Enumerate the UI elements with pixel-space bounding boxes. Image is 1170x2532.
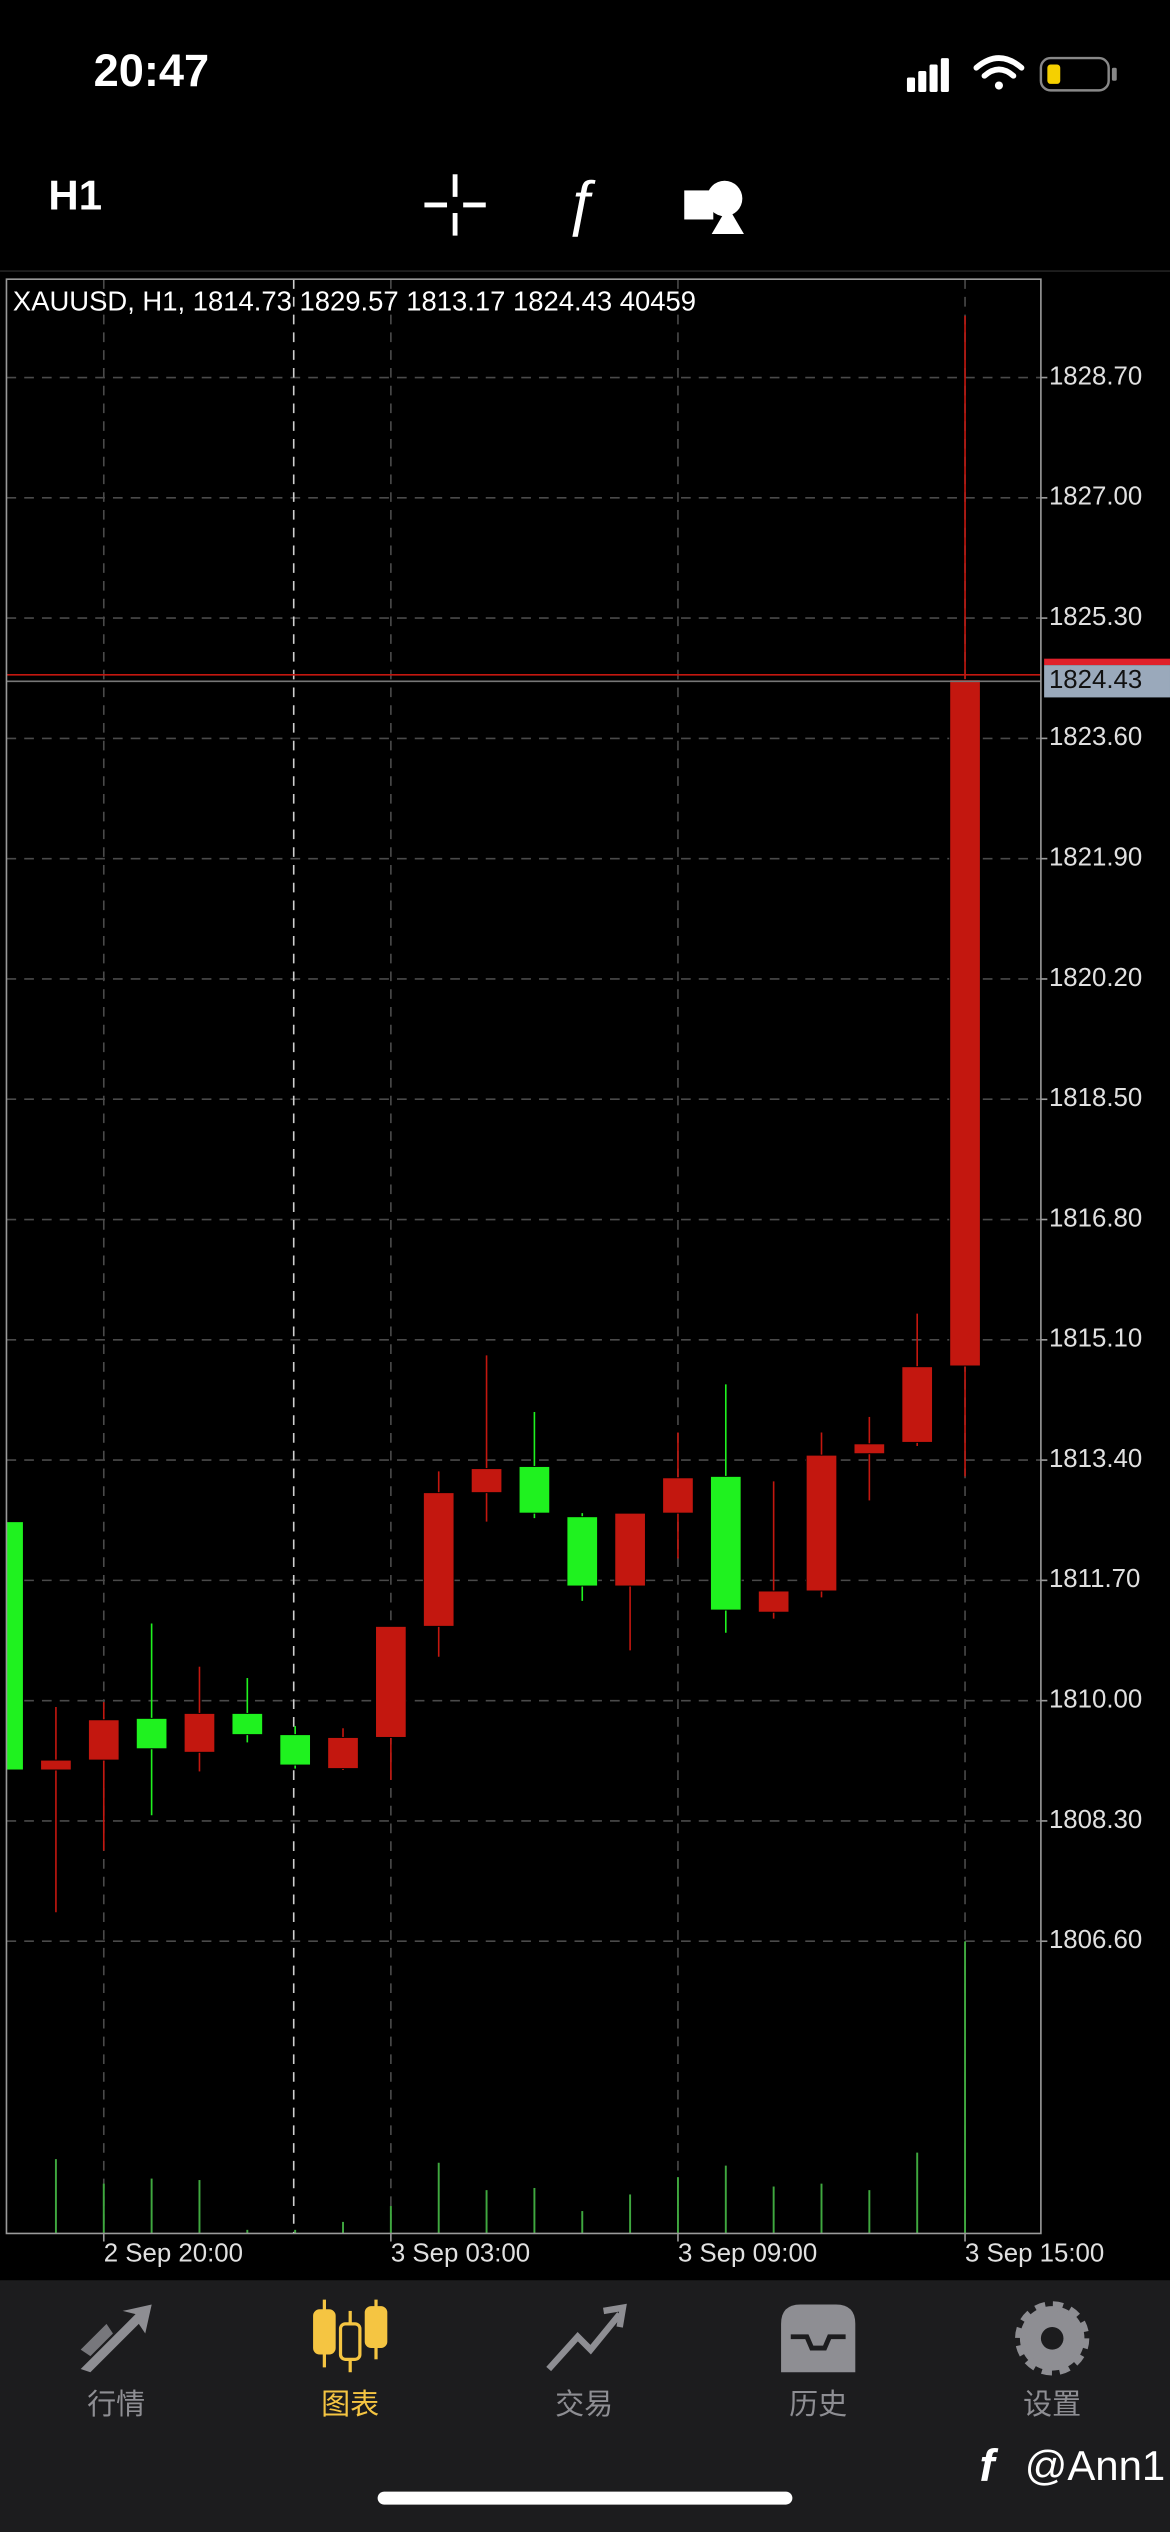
chart-title: XAUUSD, H1, 1814.73 1829.57 1813.17 1824… bbox=[13, 286, 696, 317]
wifi-icon bbox=[973, 55, 1025, 90]
candle-body bbox=[757, 1590, 790, 1613]
price-label: 1824.43 bbox=[1049, 666, 1142, 694]
candle-body bbox=[87, 1719, 120, 1761]
axes: 1828.70 1827.00 1825.30 1823.60 1821.90 1820.… bbox=[6, 362, 1170, 2267]
candle-body bbox=[805, 1454, 838, 1592]
y-tick-label: 1820.20 bbox=[1049, 964, 1142, 992]
candle-body bbox=[709, 1475, 742, 1611]
y-tick-label: 1818.50 bbox=[1049, 1084, 1142, 1112]
y-tick-label: 1821.90 bbox=[1049, 843, 1142, 871]
y-tick-label: 1806.60 bbox=[1049, 1926, 1142, 1954]
candle-body bbox=[183, 1712, 216, 1753]
timeframe-button[interactable]: H1 bbox=[48, 172, 102, 219]
history-icon bbox=[781, 2304, 856, 2373]
tab-label[interactable]: 设置 bbox=[1023, 2389, 1081, 2421]
tab-label[interactable]: 交易 bbox=[555, 2388, 613, 2421]
candle-body bbox=[327, 1736, 359, 1770]
y-tick-label: 1813.40 bbox=[1049, 1445, 1142, 1473]
tab-label[interactable]: 历史 bbox=[789, 2388, 847, 2421]
candle-body bbox=[422, 1492, 455, 1627]
bid-marker bbox=[1044, 658, 1170, 666]
watermark-logo: f bbox=[980, 2440, 999, 2491]
chart-icon bbox=[313, 2299, 388, 2373]
candle-body bbox=[614, 1512, 646, 1587]
candle-body bbox=[231, 1712, 264, 1736]
y-tick-label: 1816.80 bbox=[1049, 1204, 1142, 1232]
candle-body bbox=[470, 1468, 503, 1494]
y-tick-label: 1808.30 bbox=[1049, 1806, 1142, 1834]
y-tick-label: 1810.00 bbox=[1049, 1685, 1142, 1713]
candle-body bbox=[662, 1477, 694, 1514]
candles bbox=[6, 315, 981, 1913]
x-tick-label: 3 Sep 03:00 bbox=[391, 2239, 530, 2267]
candle-body bbox=[853, 1443, 886, 1455]
tab-bar bbox=[0, 2280, 1170, 2532]
objects-button[interactable] bbox=[684, 180, 744, 234]
y-tick-label: 1827.00 bbox=[1049, 483, 1142, 511]
home-indicator bbox=[377, 2491, 793, 2505]
candle-body bbox=[40, 1759, 72, 1771]
settings-icon bbox=[1015, 2301, 1090, 2376]
candle-body bbox=[901, 1366, 934, 1443]
y-tick-label: 1815.10 bbox=[1049, 1325, 1142, 1353]
candle-body bbox=[135, 1717, 168, 1750]
candle-body bbox=[566, 1516, 599, 1587]
y-tick-label: 1823.60 bbox=[1049, 723, 1142, 751]
tab-label[interactable]: 行情 bbox=[87, 2388, 145, 2421]
tab-label[interactable]: 图表 bbox=[321, 2388, 379, 2421]
y-tick-label: 1811.70 bbox=[1049, 1565, 1140, 1593]
candle-body bbox=[279, 1734, 311, 1766]
signal-icon bbox=[906, 58, 949, 92]
quotes-icon bbox=[80, 2304, 152, 2373]
plot-frame bbox=[5, 278, 1042, 2235]
candle-body bbox=[518, 1465, 551, 1514]
battery-icon bbox=[1039, 56, 1117, 92]
price-label-box bbox=[1044, 665, 1170, 698]
candle-body bbox=[6, 1521, 24, 1771]
y-tick-label: 1828.70 bbox=[1049, 362, 1142, 390]
crosshair-button[interactable] bbox=[424, 174, 486, 236]
candle-body bbox=[375, 1625, 407, 1738]
status-time: 20:47 bbox=[94, 45, 210, 96]
watermark: @Ann1 bbox=[1025, 2442, 1166, 2489]
trade-icon bbox=[546, 2303, 627, 2372]
indicators-button[interactable]: ƒ bbox=[564, 167, 598, 237]
x-tick-label: 3 Sep 09:00 bbox=[678, 2239, 817, 2267]
x-tick-label: 3 Sep 15:00 bbox=[965, 2239, 1104, 2267]
candle-body bbox=[949, 679, 981, 1367]
x-tick-label: 2 Sep 20:00 bbox=[104, 2239, 243, 2267]
y-tick-label: 1825.30 bbox=[1049, 603, 1142, 631]
